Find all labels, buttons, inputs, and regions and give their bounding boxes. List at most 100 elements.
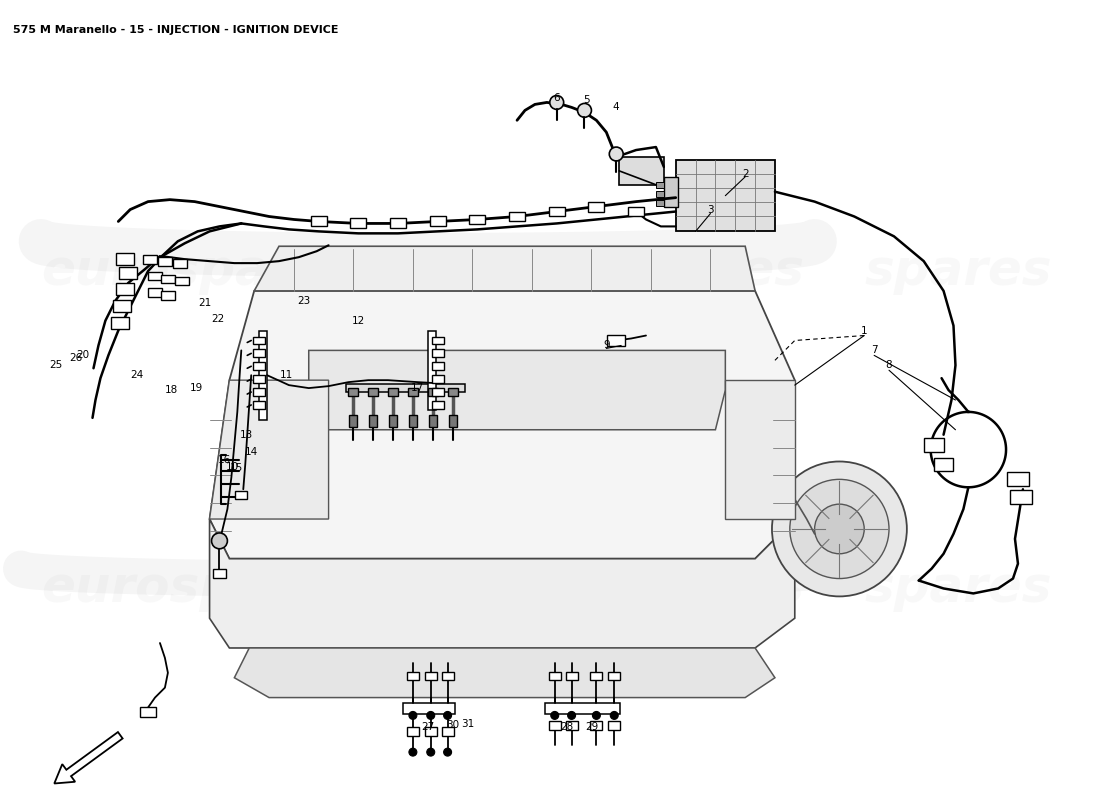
Text: 22: 22 <box>211 314 224 324</box>
Bar <box>442 727 453 736</box>
Bar <box>549 672 561 680</box>
Text: spares: spares <box>865 565 1052 613</box>
Bar <box>140 707 156 718</box>
Bar <box>442 672 453 680</box>
Bar <box>403 702 454 714</box>
Text: 3: 3 <box>707 205 714 214</box>
Bar <box>235 491 248 499</box>
Text: 2: 2 <box>741 169 748 179</box>
Polygon shape <box>254 246 755 291</box>
Text: 30: 30 <box>446 720 459 730</box>
Text: 29: 29 <box>585 722 598 732</box>
Bar <box>656 190 663 197</box>
Bar <box>350 415 358 426</box>
Bar <box>663 177 678 206</box>
Text: 5: 5 <box>583 95 590 106</box>
Bar <box>425 727 437 736</box>
Text: 21: 21 <box>198 298 211 308</box>
Polygon shape <box>210 291 795 558</box>
Bar <box>113 300 131 312</box>
Bar <box>565 722 578 730</box>
Bar <box>117 253 134 265</box>
Text: 6: 6 <box>553 94 560 103</box>
Bar <box>253 337 265 345</box>
Polygon shape <box>309 350 725 430</box>
Bar <box>310 217 327 226</box>
Circle shape <box>593 711 601 719</box>
Bar <box>428 330 436 410</box>
Bar <box>608 722 620 730</box>
Bar <box>253 401 265 409</box>
Bar <box>425 672 437 680</box>
Bar <box>212 569 227 578</box>
Text: 26: 26 <box>69 354 82 363</box>
Text: 7: 7 <box>871 346 878 355</box>
Circle shape <box>211 533 228 549</box>
Bar <box>349 388 359 396</box>
Text: 14: 14 <box>244 446 257 457</box>
Text: 19: 19 <box>190 383 204 393</box>
Bar <box>143 254 157 264</box>
Circle shape <box>550 95 563 110</box>
Bar <box>431 350 443 358</box>
Text: 1: 1 <box>861 326 868 335</box>
Polygon shape <box>234 648 774 698</box>
Text: 15: 15 <box>230 463 243 474</box>
Polygon shape <box>210 380 329 519</box>
Bar <box>111 317 129 329</box>
Text: 18: 18 <box>165 385 178 395</box>
Bar <box>175 277 189 286</box>
Text: 9: 9 <box>603 341 609 350</box>
Text: 28: 28 <box>560 722 573 732</box>
Bar <box>509 211 525 222</box>
FancyArrow shape <box>54 732 122 783</box>
Bar <box>656 200 663 206</box>
Text: 16: 16 <box>218 454 231 465</box>
Bar <box>591 672 603 680</box>
Text: 24: 24 <box>131 370 144 380</box>
Circle shape <box>772 462 906 596</box>
Bar <box>448 388 458 396</box>
Text: eurospares: eurospares <box>488 565 804 613</box>
Text: 20: 20 <box>76 350 89 360</box>
Bar <box>431 362 443 370</box>
Bar <box>656 182 663 188</box>
Polygon shape <box>210 519 795 648</box>
Text: 25: 25 <box>50 360 63 370</box>
Bar <box>388 388 398 396</box>
Circle shape <box>427 711 434 719</box>
Bar <box>148 289 162 298</box>
Bar <box>934 458 954 471</box>
Polygon shape <box>725 380 795 519</box>
Bar <box>588 202 604 211</box>
Circle shape <box>815 504 865 554</box>
Bar <box>407 672 419 680</box>
Bar <box>148 271 162 281</box>
Bar <box>628 206 643 217</box>
Bar <box>368 388 378 396</box>
Circle shape <box>443 711 452 719</box>
Bar <box>429 415 437 426</box>
Bar <box>370 415 377 426</box>
Bar <box>565 672 578 680</box>
Bar <box>1006 473 1028 486</box>
Circle shape <box>409 748 417 756</box>
Bar <box>431 388 443 396</box>
Bar <box>431 401 443 409</box>
Circle shape <box>610 711 618 719</box>
Text: 4: 4 <box>613 102 619 112</box>
Bar <box>1010 490 1032 504</box>
Bar <box>428 388 438 396</box>
Text: 31: 31 <box>461 719 474 730</box>
Text: 17: 17 <box>411 383 425 393</box>
Bar <box>161 291 175 300</box>
Bar <box>591 722 603 730</box>
Bar <box>253 375 265 383</box>
Bar <box>549 722 561 730</box>
Text: eurospares: eurospares <box>488 247 804 295</box>
Text: eurospares: eurospares <box>42 565 358 613</box>
Bar <box>431 337 443 345</box>
Bar <box>431 375 443 383</box>
Circle shape <box>409 711 417 719</box>
Bar <box>351 218 366 228</box>
